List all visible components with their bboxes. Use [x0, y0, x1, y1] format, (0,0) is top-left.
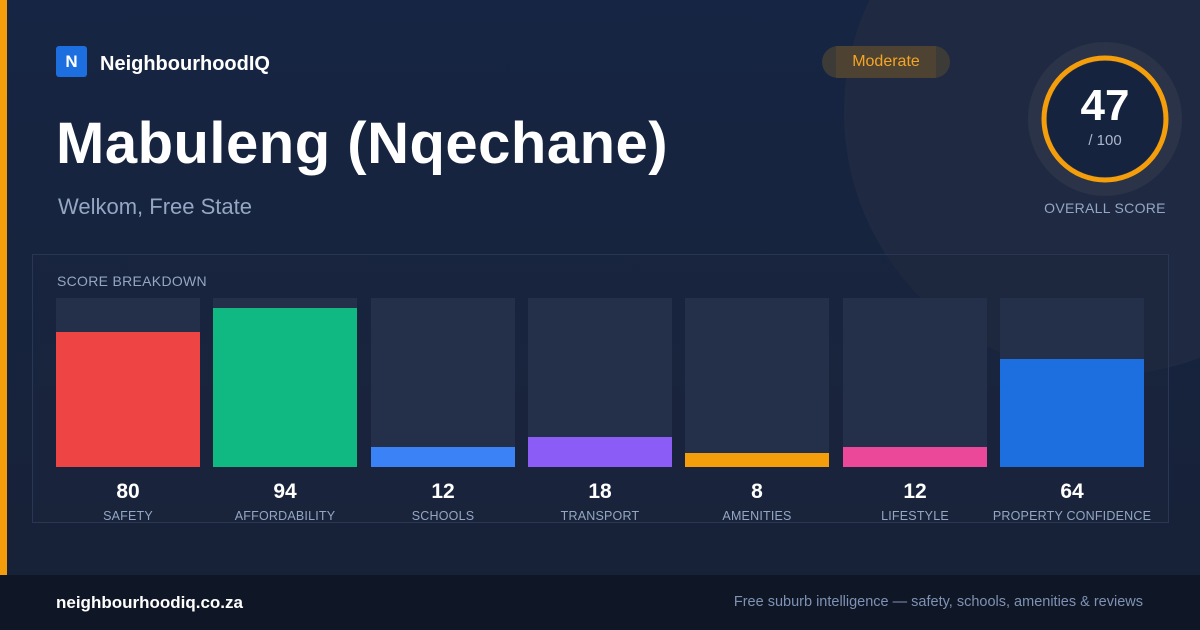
- bar-fill: [843, 447, 987, 467]
- bar-label: SAFETY: [103, 509, 153, 523]
- bar-fill: [685, 453, 829, 467]
- bar-value: 64: [1060, 480, 1084, 503]
- bar-value: 94: [273, 480, 297, 503]
- overall-score-ring: 47 / 100: [1028, 42, 1182, 196]
- overall-score-max: / 100: [1088, 132, 1122, 149]
- bar-label: AFFORDABILITY: [234, 509, 336, 523]
- score-ring-graphic: [1041, 55, 1169, 183]
- bar-fill: [528, 437, 672, 467]
- rating-badge: Moderate: [822, 46, 950, 78]
- brand[interactable]: N NeighbourhoodIQ: [56, 46, 270, 77]
- bar-track: [213, 298, 357, 467]
- bar-value: 12: [903, 480, 927, 503]
- bar-track: [843, 298, 987, 467]
- bar-fill: [371, 447, 515, 467]
- overall-score-value: 47: [1080, 81, 1130, 130]
- breakdown-column-amenities: 8 AMENITIES: [685, 298, 829, 523]
- bar-track: [371, 298, 515, 467]
- bar-value: 80: [116, 480, 140, 503]
- suburb-title: Mabuleng (Nqechane): [56, 111, 669, 176]
- bar-track: [528, 298, 672, 467]
- footer-url-link[interactable]: neighbourhoodiq.co.za: [56, 593, 243, 612]
- rating-badge-label: Moderate: [852, 53, 920, 70]
- breakdown-column-lifestyle: 12 LIFESTYLE: [843, 298, 987, 523]
- breakdown-column-safety: 80 SAFETY: [56, 298, 200, 523]
- bar-fill: [1000, 359, 1144, 467]
- bar-label: PROPERTY CONFIDENCE: [992, 509, 1152, 523]
- bar-fill: [213, 308, 357, 467]
- bar-value: 12: [431, 480, 455, 503]
- bar-track: [56, 298, 200, 467]
- breakdown-column-schools: 12 SCHOOLS: [371, 298, 515, 523]
- suburb-location: Welkom, Free State: [58, 194, 252, 219]
- bar-label: SCHOOLS: [411, 509, 475, 523]
- bar-track: [1000, 298, 1144, 467]
- bar-fill: [56, 332, 200, 467]
- bar-label: LIFESTYLE: [881, 509, 949, 523]
- bar-value: 18: [588, 480, 612, 503]
- bar-label: TRANSPORT: [560, 509, 640, 523]
- overall-score-caption: OVERALL SCORE: [1044, 200, 1166, 216]
- breakdown-column-property-confidence: 64 PROPERTY CONFIDENCE: [993, 298, 1151, 523]
- share-card: N NeighbourhoodIQ Moderate Mabuleng (Nqe…: [0, 0, 1200, 575]
- breakdown-title: SCORE BREAKDOWN: [57, 273, 207, 289]
- footer: neighbourhoodiq.co.za Free suburb intell…: [0, 575, 1200, 630]
- brand-logo-icon: N: [56, 46, 87, 77]
- breakdown-column-transport: 18 TRANSPORT: [528, 298, 672, 523]
- accent-bar: [0, 0, 7, 575]
- bar-track: [685, 298, 829, 467]
- footer-tagline: Free suburb intelligence — safety, schoo…: [733, 594, 1143, 610]
- bar-value: 8: [751, 480, 763, 503]
- score-breakdown-panel: SCORE BREAKDOWN 80 SAFETY 94 AFFORDABILITY 1…: [32, 254, 1169, 523]
- brand-name: NeighbourhoodIQ: [100, 53, 270, 75]
- breakdown-column-affordability: 94 AFFORDABILITY: [213, 298, 357, 523]
- bar-label: AMENITIES: [722, 509, 792, 523]
